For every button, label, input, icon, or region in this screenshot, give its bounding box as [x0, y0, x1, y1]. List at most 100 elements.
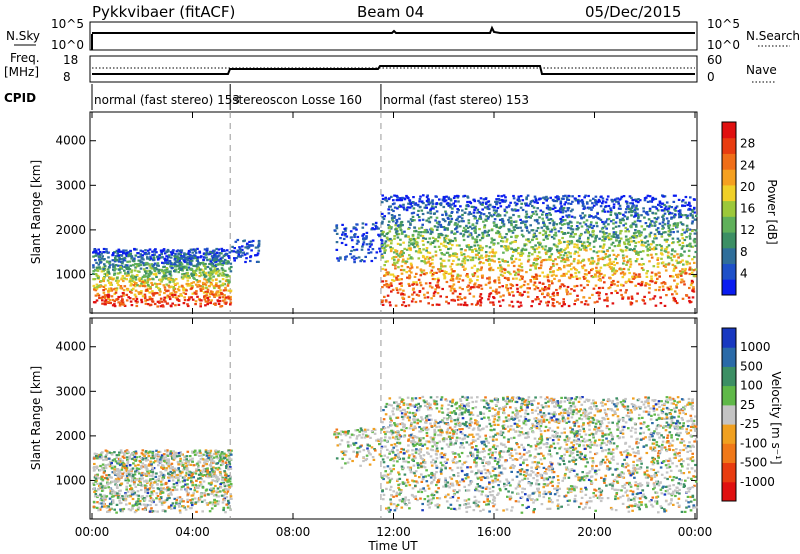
data-cell — [355, 223, 358, 226]
data-cell — [108, 510, 111, 513]
data-cell — [693, 239, 696, 242]
data-cell — [509, 242, 512, 245]
data-cell — [525, 210, 528, 213]
data-cell — [432, 212, 436, 215]
data-cell — [182, 485, 185, 488]
data-cell — [138, 279, 142, 282]
data-cell — [159, 471, 162, 474]
data-cell — [209, 277, 213, 280]
data-cell — [114, 279, 118, 282]
data-cell — [361, 234, 365, 237]
data-cell — [584, 269, 588, 272]
data-cell — [129, 468, 133, 471]
data-cell — [404, 235, 407, 238]
data-cell — [159, 290, 162, 293]
data-cell — [691, 214, 694, 217]
data-cell — [627, 240, 630, 243]
data-cell — [661, 224, 664, 227]
data-cell — [687, 208, 690, 211]
data-cell — [185, 289, 188, 292]
data-cell — [680, 274, 683, 277]
data-cell — [505, 277, 509, 280]
data-cell — [536, 227, 540, 230]
data-cell — [592, 245, 596, 248]
data-cell — [191, 292, 195, 295]
data-cell — [551, 262, 555, 265]
data-cell — [142, 262, 145, 265]
data-cell — [341, 233, 344, 236]
data-cell — [635, 198, 638, 202]
data-cell — [494, 290, 498, 293]
data-cell — [418, 198, 422, 201]
data-cell — [390, 242, 393, 245]
data-cell — [534, 197, 538, 200]
data-cell — [636, 275, 640, 278]
data-cell — [601, 258, 605, 261]
data-cell — [213, 249, 216, 252]
data-cell — [381, 194, 384, 197]
data-cell — [447, 217, 450, 220]
data-cell — [428, 264, 432, 267]
data-cell — [151, 292, 154, 295]
data-cell — [646, 240, 649, 243]
data-cell — [94, 301, 97, 304]
data-cell — [544, 230, 548, 233]
data-cell — [108, 482, 112, 485]
data-cell — [477, 199, 480, 202]
data-cell — [681, 214, 684, 217]
data-cell — [196, 280, 200, 284]
data-cell — [471, 256, 475, 259]
data-cell — [119, 471, 122, 474]
data-cell — [520, 249, 524, 252]
data-cell — [570, 268, 573, 271]
data-cell — [583, 303, 587, 306]
data-cell — [147, 287, 150, 290]
data-cell — [108, 289, 112, 292]
data-cell — [206, 251, 209, 255]
data-cell — [159, 456, 163, 459]
data-cell — [574, 272, 577, 275]
data-cell — [138, 277, 142, 280]
data-cell — [575, 269, 579, 272]
data-cell — [516, 290, 520, 293]
data-cell — [199, 483, 203, 486]
data-cell — [137, 255, 140, 259]
data-cell — [394, 267, 397, 270]
data-cell — [693, 255, 696, 259]
data-cell — [117, 254, 120, 257]
data-cell — [512, 226, 516, 229]
data-cell — [479, 217, 483, 220]
data-cell — [481, 276, 484, 279]
data-cell — [214, 293, 217, 296]
data-cell — [186, 276, 190, 279]
data-cell — [133, 257, 136, 260]
data-cell — [132, 260, 136, 263]
data-cell — [598, 279, 602, 282]
data-cell — [619, 272, 623, 275]
data-cell — [144, 458, 148, 461]
data-cell — [442, 205, 446, 209]
data-cell — [517, 252, 520, 255]
data-cell — [131, 276, 134, 279]
data-cell — [146, 249, 150, 252]
data-cell — [355, 228, 358, 231]
data-cell — [123, 285, 127, 288]
data-cell — [497, 257, 501, 261]
data-cell — [199, 451, 202, 454]
data-cell — [515, 236, 518, 239]
data-cell — [229, 301, 233, 304]
data-cell — [98, 258, 101, 261]
data-cell — [129, 475, 133, 478]
data-cell — [546, 276, 550, 279]
data-cell — [667, 220, 670, 223]
data-cell — [524, 204, 528, 207]
data-cell — [563, 249, 566, 252]
data-cell — [569, 202, 573, 205]
data-cell — [251, 239, 255, 243]
data-cell — [98, 266, 101, 269]
data-cell — [481, 208, 484, 211]
data-cell — [119, 271, 122, 274]
data-cell — [485, 215, 488, 218]
data-cell — [547, 234, 551, 237]
data-cell — [584, 300, 588, 303]
